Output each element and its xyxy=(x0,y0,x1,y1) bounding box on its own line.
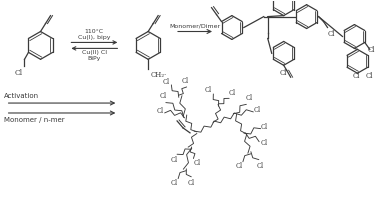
Text: Monomer/Dimer: Monomer/Dimer xyxy=(169,23,221,29)
Text: Cl: Cl xyxy=(368,46,375,54)
Text: Cl: Cl xyxy=(204,86,212,94)
Text: Cl: Cl xyxy=(193,159,201,167)
Text: Cl: Cl xyxy=(280,69,287,77)
Text: BiPy: BiPy xyxy=(88,56,101,61)
Text: 110°C: 110°C xyxy=(85,29,104,35)
Text: Cl: Cl xyxy=(260,139,267,147)
Text: Cl: Cl xyxy=(156,107,164,115)
Text: Cl: Cl xyxy=(181,77,189,85)
Text: Cl: Cl xyxy=(256,162,263,170)
Text: Cl: Cl xyxy=(235,162,242,170)
Text: Cl: Cl xyxy=(163,78,170,86)
Text: Cl: Cl xyxy=(187,179,194,187)
Text: Cl: Cl xyxy=(260,123,267,131)
Text: Cl: Cl xyxy=(171,156,178,164)
Text: Cl: Cl xyxy=(365,72,373,80)
Text: Cl: Cl xyxy=(352,72,360,80)
Text: Monomer / n-mer: Monomer / n-mer xyxy=(4,117,64,123)
Text: Activation: Activation xyxy=(4,93,39,99)
Text: Cl: Cl xyxy=(15,69,23,77)
Text: Cl: Cl xyxy=(328,29,335,37)
Text: Cu(II) Cl: Cu(II) Cl xyxy=(82,50,107,55)
Text: Cl: Cl xyxy=(245,94,252,102)
Text: CH₂·: CH₂· xyxy=(150,71,167,79)
Text: Cl: Cl xyxy=(171,179,178,187)
Text: Cl: Cl xyxy=(160,92,167,100)
Text: Cl: Cl xyxy=(253,106,260,114)
Text: Cu(I), bipy: Cu(I), bipy xyxy=(78,35,111,40)
Text: Cl: Cl xyxy=(228,89,236,97)
